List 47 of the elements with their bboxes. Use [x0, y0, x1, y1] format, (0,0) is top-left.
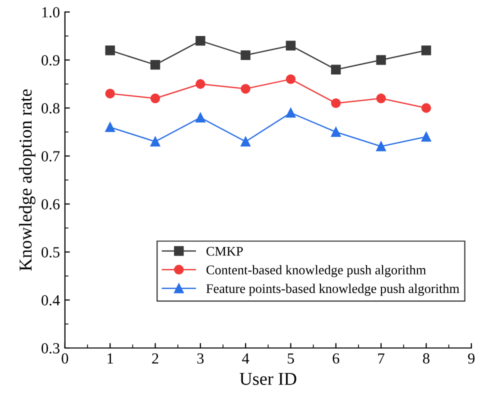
y-axis-title: Knowledge adoption rate: [18, 89, 36, 271]
y-tick-label: 0.8: [42, 103, 60, 114]
x-tick-label: 4: [242, 353, 250, 364]
point: [421, 103, 432, 113]
y-tick-label: 0.3: [42, 343, 60, 354]
point: [286, 108, 296, 118]
point: [196, 79, 206, 89]
point: [376, 55, 386, 65]
point: [286, 40, 296, 50]
point: [105, 122, 115, 132]
point: [331, 64, 341, 74]
point: [421, 46, 432, 56]
y-tick-label: 0.4: [42, 295, 60, 306]
y-tick-label: 1.0: [42, 7, 60, 18]
point: [150, 136, 160, 146]
point: [376, 94, 386, 104]
y-tick-label: 0.5: [42, 247, 60, 258]
x-tick-label: 9: [468, 353, 475, 364]
point: [150, 60, 160, 70]
x-tick-label: 1: [108, 353, 113, 364]
point: [240, 84, 250, 94]
point: [240, 136, 250, 146]
point: [286, 74, 296, 84]
x-tick-label: 2: [152, 353, 158, 364]
legend-label: Content-based knowledge push algorithm: [206, 265, 426, 278]
point: [105, 88, 115, 98]
point: [376, 142, 386, 152]
point: [150, 94, 160, 104]
point: [421, 132, 432, 142]
legend-label: Feature points-based knowledge push algorithm: [206, 284, 460, 296]
y-tick-label: 0.9: [42, 55, 60, 66]
x-tick-label: 7: [378, 353, 384, 364]
legend-label: CMKP: [206, 246, 243, 256]
point: [196, 36, 206, 46]
point: [196, 112, 206, 122]
x-tick-label: 5: [288, 353, 294, 364]
y-tick-label: 0.7: [42, 151, 60, 162]
point: [331, 98, 341, 108]
x-tick-label: 0: [62, 353, 68, 364]
x-tick-label: 8: [422, 353, 430, 364]
point: [331, 127, 341, 137]
x-axis-title: User ID: [240, 372, 296, 385]
y-tick-label: 0.6: [42, 199, 60, 210]
point: [240, 50, 250, 60]
x-tick-label: 3: [197, 353, 204, 364]
point: [105, 46, 115, 56]
x-tick-label: 6: [332, 353, 340, 364]
